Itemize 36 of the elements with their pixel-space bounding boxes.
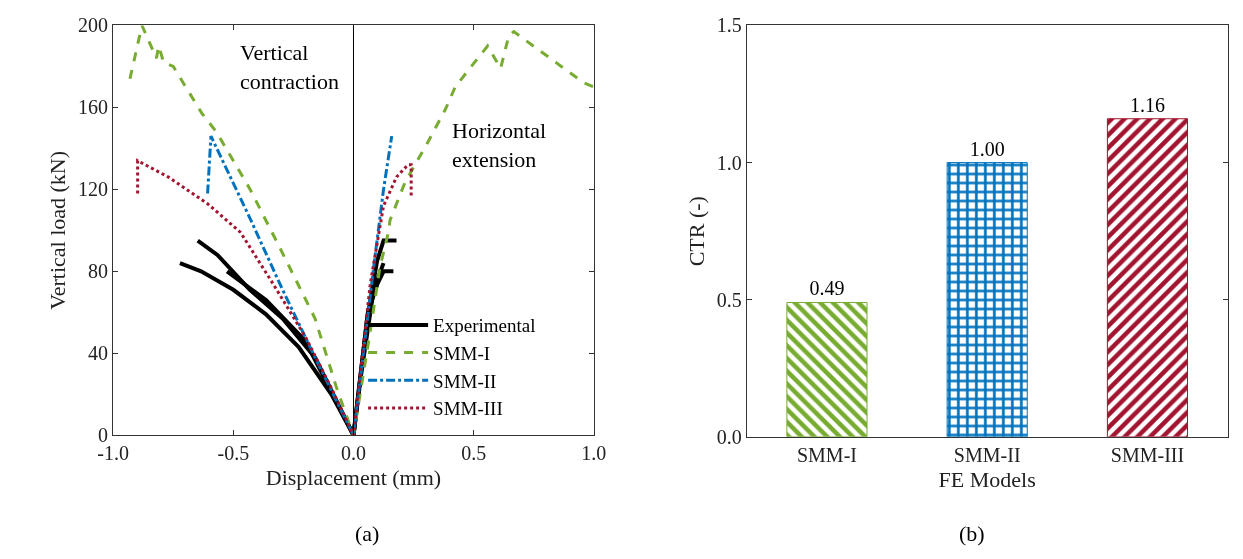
x-axis-title: FE Models bbox=[938, 466, 1036, 492]
legend-label: SMM-II bbox=[433, 370, 497, 392]
y-tick-label: 120 bbox=[78, 178, 109, 201]
x-tick-label: SMM-I bbox=[796, 443, 857, 466]
y-tick-label: 80 bbox=[88, 260, 109, 283]
y-tick-label: 1.5 bbox=[716, 14, 742, 37]
x-tick-label: -0.5 bbox=[217, 442, 250, 465]
data-label: 1.00 bbox=[969, 137, 1005, 160]
text: (b) bbox=[959, 521, 985, 546]
x-tick-label: SMM-II bbox=[953, 443, 1021, 466]
x-axis-title: Displacement (mm) bbox=[265, 465, 442, 491]
y-axis-title: CTR (-) bbox=[683, 196, 709, 267]
y-tick-label: 200 bbox=[78, 14, 109, 37]
legend-label: Experimental bbox=[433, 315, 536, 337]
legend-label: SMM-III bbox=[433, 398, 503, 420]
bar bbox=[1106, 118, 1189, 437]
line-series bbox=[206, 134, 394, 436]
y-tick-label: 0.0 bbox=[716, 425, 742, 448]
bar bbox=[786, 301, 868, 437]
y-tick-label: 160 bbox=[78, 96, 109, 119]
bar bbox=[946, 162, 1028, 437]
y-tick-label: 1.0 bbox=[716, 151, 742, 174]
text: (a) bbox=[355, 521, 380, 546]
line-series bbox=[136, 159, 413, 436]
y-tick-label: 0.5 bbox=[716, 288, 742, 311]
x-tick-label: 0.5 bbox=[461, 442, 487, 465]
legend-label: SMM-I bbox=[433, 343, 491, 364]
y-tick-label: 40 bbox=[88, 342, 109, 365]
x-tick-label: SMM-III bbox=[1110, 443, 1185, 466]
data-label: 1.16 bbox=[1129, 93, 1165, 116]
annotation: Vertical contraction bbox=[240, 40, 339, 94]
y-axis-title: Vertical load (kN) bbox=[44, 150, 70, 310]
data-label: 0.49 bbox=[809, 277, 845, 300]
annotation: Horizontal extension bbox=[452, 118, 547, 172]
x-tick-label: 0.0 bbox=[340, 442, 366, 465]
x-tick-label: 1.0 bbox=[581, 442, 607, 465]
